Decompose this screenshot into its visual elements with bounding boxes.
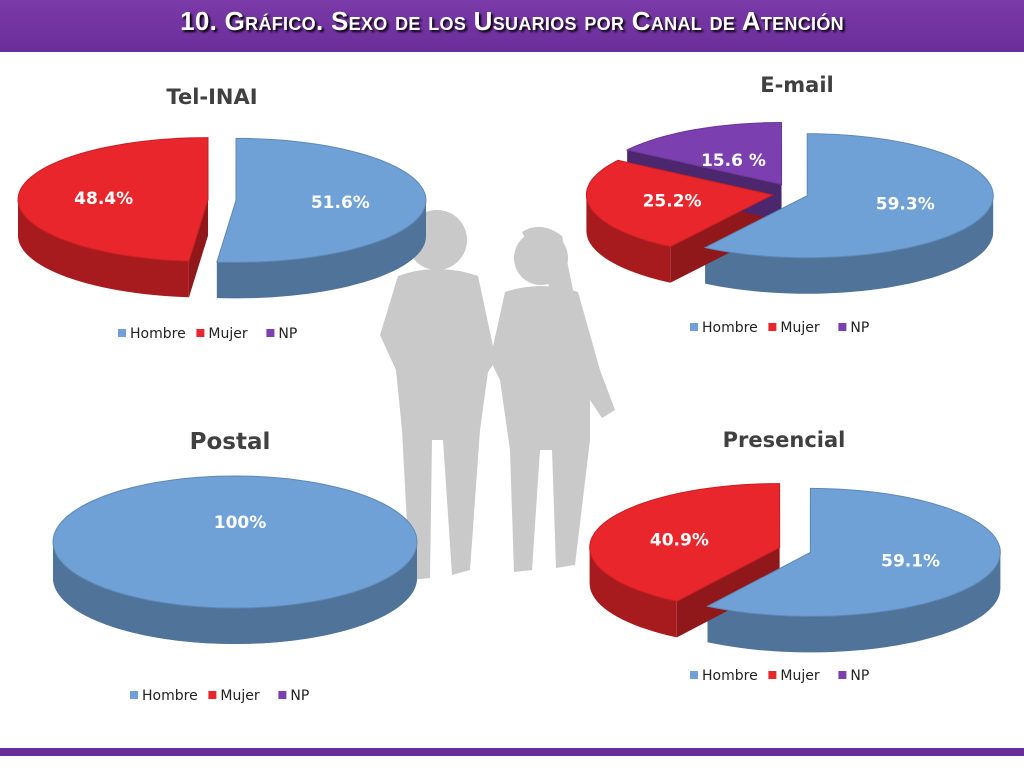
legend-swatch bbox=[838, 323, 847, 331]
pie-slice-hombre bbox=[216, 137, 427, 263]
legend-entry-mujer: Mujer bbox=[220, 688, 259, 704]
chart-title: Tel-INAI bbox=[166, 85, 257, 109]
pie-slice-side bbox=[586, 194, 671, 283]
legend-entry-np: NP bbox=[290, 688, 309, 704]
data-label: 25.2% bbox=[643, 191, 702, 211]
pie-slice-mujer bbox=[589, 483, 781, 602]
legend-swatch bbox=[266, 329, 275, 337]
pie-slice-side bbox=[53, 542, 417, 644]
pie-slice-wall bbox=[188, 199, 209, 298]
legend-swatch bbox=[838, 671, 847, 679]
pie-chart-e-mail: 59.3% 25.2% 15.6 % E-mail Hombre Mujer NP bbox=[585, 73, 994, 336]
legend-swatch bbox=[768, 671, 777, 679]
pie-slice-side bbox=[707, 552, 1001, 653]
pie-slice-wall bbox=[676, 547, 780, 638]
couple-silhouette-icon bbox=[380, 210, 615, 580]
pie-slice-hombre bbox=[52, 475, 418, 609]
legend-entry-mujer: Mujer bbox=[208, 326, 247, 342]
chart-legend: Hombre Mujer NP bbox=[118, 326, 297, 342]
legend-entry-np: NP bbox=[850, 320, 869, 336]
chart-title: E-mail bbox=[760, 73, 834, 97]
pie-chart-tel-inai: 51.6% 48.4% Tel-INAI Hombre Mujer NP bbox=[17, 85, 427, 342]
footer-bar bbox=[0, 748, 1024, 756]
pie-slice-hombre bbox=[706, 487, 1001, 617]
legend-swatch bbox=[196, 329, 205, 337]
legend-entry-hombre: Hombre bbox=[142, 688, 198, 704]
legend-entry-np: NP bbox=[850, 668, 869, 684]
legend-entry-hombre: Hombre bbox=[702, 668, 758, 684]
legend-swatch bbox=[130, 691, 138, 699]
legend-entry-hombre: Hombre bbox=[702, 320, 758, 336]
chart-legend: Hombre Mujer NP bbox=[130, 688, 309, 704]
pie-chart-postal: 100% Postal Hombre Mujer NP bbox=[52, 429, 418, 704]
data-label: 51.6% bbox=[311, 193, 370, 213]
chart-title: Presencial bbox=[723, 428, 846, 452]
pie-slice-hombre bbox=[703, 133, 994, 259]
legend-entry-mujer: Mujer bbox=[780, 668, 819, 684]
data-label: 48.4% bbox=[74, 189, 133, 209]
legend-entry-np: NP bbox=[278, 326, 297, 342]
pie-slice-side bbox=[216, 200, 426, 299]
chart-legend: Hombre Mujer NP bbox=[690, 320, 869, 336]
data-label: 59.3% bbox=[876, 195, 935, 215]
chart-legend: Hombre Mujer NP bbox=[690, 668, 869, 684]
page-title: 10. Gráfico. Sexo de los Usuarios por Ca… bbox=[180, 6, 844, 36]
legend-entry-hombre: Hombre bbox=[130, 326, 186, 342]
data-label: 100% bbox=[214, 513, 267, 533]
legend-swatch bbox=[768, 323, 777, 331]
legend-swatch bbox=[690, 323, 698, 331]
legend-swatch bbox=[208, 691, 217, 699]
pie-slice-np bbox=[625, 121, 783, 186]
legend-swatch bbox=[278, 691, 287, 699]
legend-swatch bbox=[690, 671, 698, 679]
pie-chart-presencial: 59.1% 40.9% Presencial Hombre Mujer NP bbox=[589, 428, 1001, 684]
legend-entry-mujer: Mujer bbox=[780, 320, 819, 336]
pie-slice-side bbox=[589, 547, 677, 638]
pie-slice-side bbox=[18, 199, 189, 298]
header-bar bbox=[0, 0, 1024, 52]
data-label: 59.1% bbox=[881, 552, 940, 572]
pie-slice-mujer bbox=[17, 137, 209, 262]
pie-slice-mujer bbox=[585, 159, 774, 248]
legend-swatch bbox=[118, 329, 126, 337]
pie-slice-side bbox=[705, 195, 994, 294]
chart-title: Postal bbox=[190, 429, 271, 455]
data-label: 40.9% bbox=[650, 530, 709, 550]
data-label: 15.6 % bbox=[701, 151, 766, 171]
